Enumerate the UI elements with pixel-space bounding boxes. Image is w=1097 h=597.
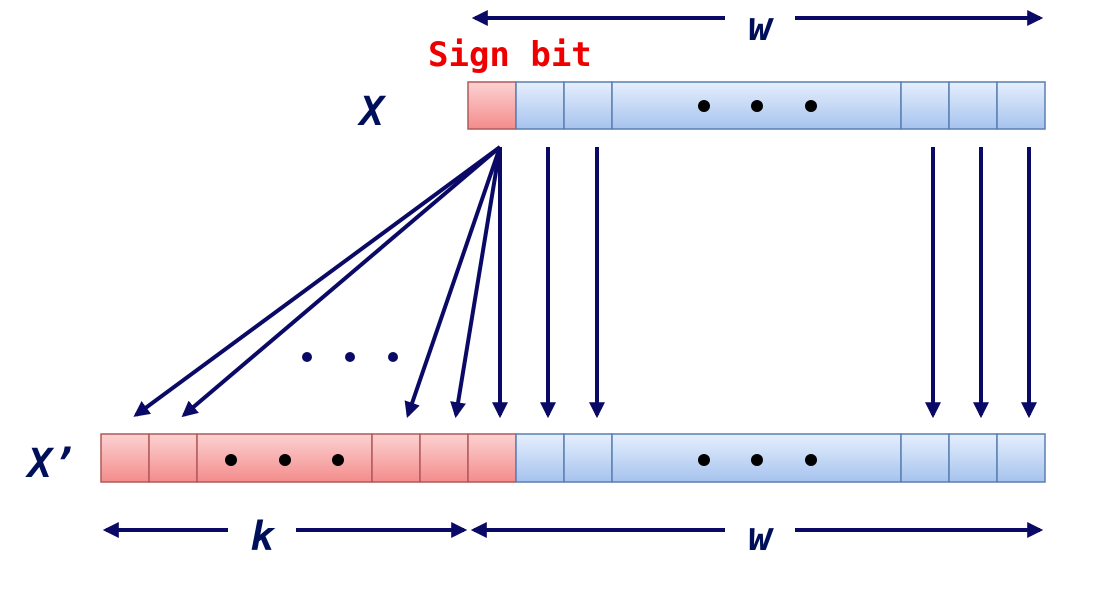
bit-cell	[948, 81, 998, 130]
arrows-ellipsis	[302, 352, 398, 362]
x-prime-label: X’	[25, 441, 76, 487]
w-bottom-label: w	[748, 514, 774, 560]
k-width-arrow: k	[102, 514, 468, 560]
bit-cell	[563, 433, 613, 483]
bit-cell	[996, 81, 1046, 130]
sign-extension-arrows	[133, 145, 508, 419]
k-label: k	[250, 514, 276, 560]
w-top-label: w	[748, 4, 774, 50]
x-label: X	[357, 89, 387, 135]
ellipsis-dot	[751, 454, 763, 466]
bit-cell	[996, 433, 1046, 483]
ellipsis-dot	[332, 454, 344, 466]
ellipsis-dot	[225, 454, 237, 466]
copy-arrows	[540, 147, 1037, 419]
ellipsis-dot	[345, 352, 355, 362]
sign-bit-cell	[467, 433, 517, 483]
extension-bit-cell	[100, 433, 150, 483]
bit-cell	[515, 81, 565, 130]
register-x-prime	[100, 433, 1046, 483]
bit-cell	[515, 433, 565, 483]
ellipsis-dot	[388, 352, 398, 362]
register-x	[467, 81, 1046, 130]
bit-cell	[563, 81, 613, 130]
sign-bit-label: Sign bit	[428, 35, 592, 75]
w-bottom-width-arrow: w	[470, 514, 1044, 560]
bit-cell	[900, 433, 950, 483]
top-width-arrow: w	[471, 4, 1044, 50]
ellipsis-dot	[279, 454, 291, 466]
bit-cell	[900, 81, 950, 130]
sign-bit-cell	[467, 81, 517, 130]
extension-bit-cell	[419, 433, 469, 483]
ellipsis-dot	[751, 100, 763, 112]
extension-bit-cell	[371, 433, 421, 483]
ellipsis-dot	[805, 100, 817, 112]
ellipsis-dot	[698, 100, 710, 112]
ellipsis-dot	[805, 454, 817, 466]
ellipsis-dot	[698, 454, 710, 466]
extension-bit-cell	[148, 433, 198, 483]
ellipsis-dot	[302, 352, 312, 362]
bit-cell	[948, 433, 998, 483]
